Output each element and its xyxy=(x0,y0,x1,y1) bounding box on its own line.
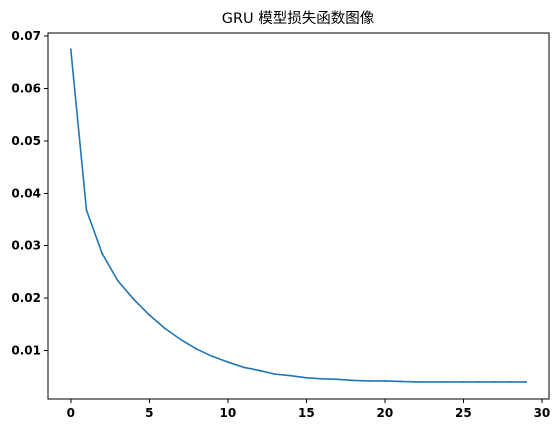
data-point xyxy=(132,298,135,301)
data-point xyxy=(195,348,198,350)
data-point xyxy=(478,381,481,383)
series-line xyxy=(69,48,528,383)
y-tick-label: 0.07 xyxy=(11,29,41,43)
data-point xyxy=(415,381,418,383)
plot-area: 0 5 10 15 20 25 30 0.01 0.02 0.03 0.04 0.05 0.06 0.07 xyxy=(11,29,550,420)
data-point xyxy=(164,327,166,330)
x-tick-label: 25 xyxy=(455,406,472,420)
y-tick-label: 0.04 xyxy=(11,186,41,200)
y-tick-label: 0.01 xyxy=(11,344,41,358)
data-point xyxy=(525,381,528,383)
x-tick-label: 5 xyxy=(145,406,153,420)
data-point xyxy=(446,381,449,383)
data-point xyxy=(69,48,72,51)
data-point xyxy=(383,380,386,382)
data-point xyxy=(211,355,214,358)
data-point xyxy=(509,381,512,383)
y-tick-label: 0.03 xyxy=(11,239,41,253)
data-point xyxy=(148,314,151,316)
data-point xyxy=(258,369,261,372)
data-point xyxy=(179,338,182,341)
data-point xyxy=(289,374,292,377)
data-point xyxy=(321,377,323,380)
data-point xyxy=(305,376,308,379)
data-point xyxy=(368,380,371,382)
x-tick-label: 20 xyxy=(377,406,394,420)
data-point xyxy=(101,252,104,255)
x-tick-label: 30 xyxy=(534,406,551,420)
x-tick-label: 10 xyxy=(219,406,236,420)
data-point xyxy=(336,378,339,381)
chart-title: GRU 模型损失函数图像 xyxy=(222,10,375,27)
data-point xyxy=(242,366,245,369)
y-tick-label: 0.06 xyxy=(11,82,41,96)
data-point xyxy=(352,379,355,382)
y-tick-label: 0.05 xyxy=(11,134,41,148)
data-point xyxy=(399,380,402,383)
y-tick-label: 0.02 xyxy=(11,291,41,305)
data-point xyxy=(493,381,496,383)
data-point xyxy=(226,361,229,363)
axes-frame xyxy=(47,32,550,400)
data-point xyxy=(85,209,88,212)
data-point xyxy=(462,381,465,383)
data-point xyxy=(431,381,433,383)
x-tick-label: 15 xyxy=(298,406,315,420)
data-point xyxy=(274,373,276,376)
data-point xyxy=(116,279,119,282)
x-tick-label: 0 xyxy=(67,406,75,420)
